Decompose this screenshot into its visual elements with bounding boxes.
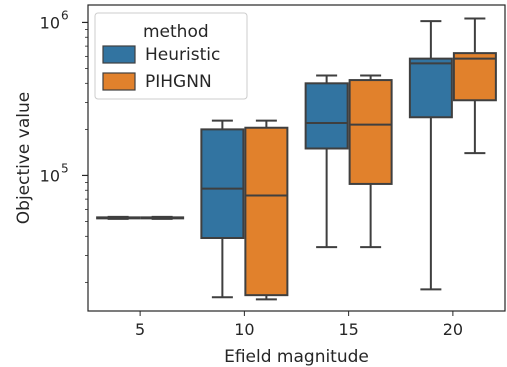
- x-tick-label: 20: [443, 320, 463, 339]
- axes-frame: [87, 4, 506, 312]
- legend-title: method: [143, 22, 209, 42]
- plot-area: [96, 17, 497, 301]
- box-heuristic-5: [96, 215, 141, 220]
- box-heuristic-20: [408, 20, 453, 291]
- legend-swatch-heuristic: [102, 45, 136, 64]
- legend-swatch-pihgnn: [102, 72, 136, 91]
- box-pihgnn-5: [140, 215, 185, 220]
- y-tick-label: 10: [40, 13, 60, 32]
- x-tick-label: 15: [338, 320, 358, 339]
- box-iqr: [348, 79, 393, 185]
- box-iqr: [408, 57, 453, 119]
- box-iqr: [244, 126, 289, 297]
- box-iqr: [304, 82, 349, 150]
- x-axis-label: Efield magnitude: [224, 347, 369, 367]
- legend: method Heuristic PIHGNN: [94, 12, 248, 100]
- box-iqr: [200, 128, 245, 240]
- y-tick-exponent: 6: [61, 8, 69, 22]
- x-tick-label: 5: [135, 320, 145, 339]
- legend-label-pihgnn: PIHGNN: [145, 72, 212, 92]
- box-heuristic-15: [304, 74, 349, 249]
- y-tick-label: 10: [40, 166, 60, 185]
- box-pihgnn-20: [452, 17, 497, 155]
- box-pihgnn-15: [348, 74, 393, 249]
- x-tick-label: 10: [234, 320, 254, 339]
- legend-label-heuristic: Heuristic: [145, 45, 220, 65]
- y-tick-exponent: 5: [61, 161, 69, 175]
- box-iqr: [452, 52, 497, 102]
- box-heuristic-10: [200, 119, 245, 299]
- y-axis-label: Objective value: [14, 92, 34, 224]
- box-pihgnn-10: [244, 119, 289, 301]
